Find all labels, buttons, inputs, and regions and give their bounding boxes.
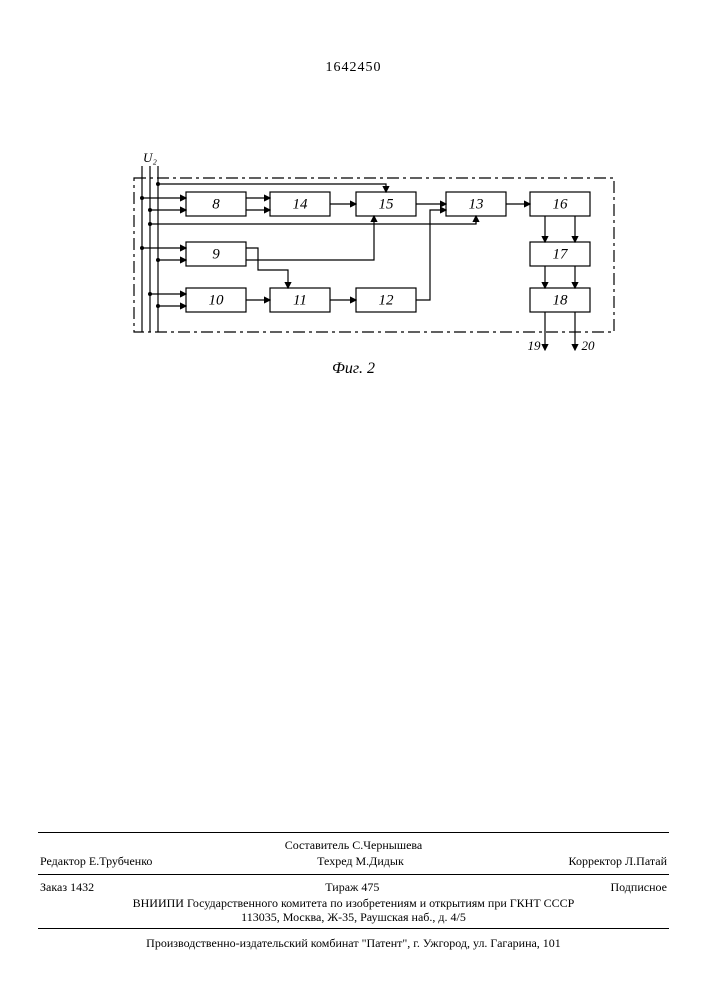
svg-text:15: 15	[379, 196, 395, 212]
document-number: 1642450	[0, 60, 707, 76]
block-18: 18	[530, 288, 590, 312]
org-line-2: 113035, Москва, Ж-35, Раушская наб., д. …	[40, 910, 667, 925]
subscription-text: Подписное	[610, 880, 667, 894]
footer-rule-2	[38, 874, 669, 875]
block-8: 8	[186, 192, 246, 216]
svg-text:12: 12	[379, 292, 395, 308]
org-line-1: ВНИИПИ Государственного комитета по изоб…	[40, 896, 667, 911]
order-label: Заказ	[40, 880, 67, 894]
compiler-label: Составитель	[285, 838, 349, 852]
figure-caption: Фиг. 2	[0, 360, 707, 378]
corrector-name: Л.Патай	[625, 854, 667, 868]
svg-text:16: 16	[553, 196, 569, 212]
compiler-line: Составитель С.Чернышева	[40, 838, 667, 853]
svg-text:10: 10	[209, 292, 225, 308]
block-16: 16	[530, 192, 590, 216]
circulation-number: 475	[361, 880, 379, 894]
svg-text:14: 14	[293, 196, 309, 212]
svg-text:8: 8	[212, 196, 220, 212]
publisher-line: Производственно-издательский комбинат "П…	[40, 936, 667, 951]
order-number: 1432	[70, 880, 94, 894]
block-14: 14	[270, 192, 330, 216]
order-row: Заказ 1432 Тираж 475 Подписное	[40, 880, 667, 895]
output-19: 19	[528, 338, 542, 353]
block-15: 15	[356, 192, 416, 216]
tech-label: Техред	[317, 854, 352, 868]
block-10: 10	[186, 288, 246, 312]
circulation-label: Тираж	[325, 880, 358, 894]
svg-text:18: 18	[553, 292, 569, 308]
editor-label: Редактор	[40, 854, 86, 868]
corrector-label: Корректор	[569, 854, 623, 868]
svg-text:9: 9	[212, 246, 220, 262]
block-11: 11	[270, 288, 330, 312]
block-13: 13	[446, 192, 506, 216]
tech-name: М.Дидык	[356, 854, 404, 868]
figure-2: U₂ 8 14 15 13 16	[60, 150, 640, 370]
svg-text:13: 13	[469, 196, 484, 212]
editor-name: Е.Трубченко	[89, 854, 153, 868]
svg-text:17: 17	[553, 246, 570, 262]
output-20: 20	[582, 338, 596, 353]
block-12: 12	[356, 288, 416, 312]
input-label: U₂	[143, 150, 157, 165]
block-9: 9	[186, 242, 246, 266]
block-17: 17	[530, 242, 590, 266]
svg-text:11: 11	[293, 292, 307, 308]
footer-rule-3	[38, 928, 669, 929]
credits-row: Редактор Е.Трубченко Техред М.Дидык Корр…	[40, 854, 667, 869]
footer-rule-1	[38, 832, 669, 833]
compiler-name: С.Чернышева	[352, 838, 422, 852]
